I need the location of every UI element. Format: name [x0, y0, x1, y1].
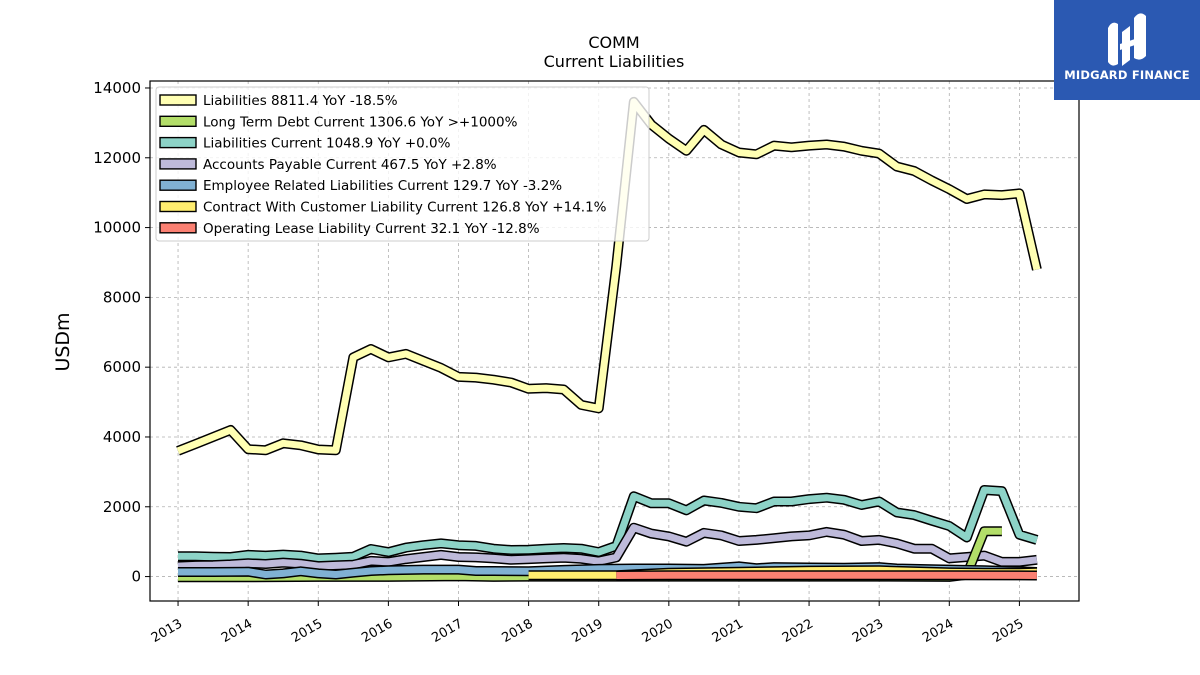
- y-tick-label: 0: [131, 568, 141, 586]
- x-tick-label: 2019: [570, 616, 606, 646]
- grid: [150, 81, 1079, 601]
- x-tick-label: 2020: [640, 616, 676, 646]
- legend-entry: Liabilities 8811.4 YoY -18.5%: [203, 93, 398, 109]
- legend-swatch: [159, 200, 197, 213]
- x-tick-label: 2018: [499, 616, 535, 646]
- y-axis-label: USDm: [52, 312, 74, 371]
- y-tick-label: 4000: [103, 428, 141, 446]
- x-tick-label: 2022: [780, 616, 816, 646]
- x-tick-label: 2016: [359, 616, 395, 646]
- y-axis: 0 2000 4000 6000 8000 10000 12000 14000: [93, 79, 150, 586]
- series-group: [176, 96, 1042, 583]
- x-tick-label: 2021: [710, 616, 746, 646]
- x-tick-label: 2014: [219, 616, 255, 646]
- legend-entry: Long Term Debt Current 1306.6 YoY >+1000…: [203, 114, 518, 130]
- brand-name: MIDGARD FINANCE: [1064, 68, 1190, 82]
- legend: Liabilities 8811.4 YoY -18.5% Long Term D…: [155, 86, 650, 242]
- x-tick-label: 2024: [920, 616, 956, 646]
- legend-swatch: [159, 115, 197, 128]
- legend-box: [155, 86, 650, 242]
- series-stroke: [176, 98, 1041, 455]
- legend-entry: Contract With Customer Liability Current…: [203, 200, 607, 216]
- chart-subtitle: Current Liabilities: [544, 52, 685, 71]
- x-tick-label: 2013: [149, 616, 185, 646]
- legend-swatch: [159, 222, 197, 234]
- legend-entry: Operating Lease Liability Current 32.1 Y…: [203, 221, 540, 237]
- y-tick-label: 12000: [93, 149, 141, 167]
- y-tick-label: 14000: [93, 79, 141, 97]
- y-tick-label: 6000: [103, 358, 141, 376]
- y-tick-label: 2000: [103, 498, 141, 516]
- x-axis: 2013 2014 2015 2016 2017 2018 2019 2020 2021 2022…: [149, 601, 1026, 646]
- legend-swatch: [159, 179, 197, 191]
- chart-title: COMM: [588, 33, 639, 52]
- brand-logo: MIDGARD FINANCE: [1054, 0, 1200, 100]
- plot-frame: [149, 80, 1080, 602]
- y-tick-label: 10000: [93, 219, 141, 237]
- legend-swatch: [159, 94, 197, 106]
- series-line: [177, 522, 1038, 572]
- series-line: [176, 96, 1042, 456]
- series-line: [178, 485, 1039, 564]
- x-tick-label: 2025: [990, 616, 1026, 646]
- legend-entry: Accounts Payable Current 467.5 YoY +2.8%: [203, 157, 497, 173]
- x-tick-label: 2015: [289, 616, 325, 646]
- midgard-logo-icon: [1108, 13, 1146, 66]
- series-stroke: [177, 524, 1038, 570]
- y-tick-label: 8000: [103, 288, 141, 306]
- legend-swatch: [159, 136, 197, 149]
- legend-entry: Employee Related Liabilities Current 129…: [203, 178, 562, 194]
- legend-entry: Liabilities Current 1048.9 YoY +0.0%: [203, 136, 451, 152]
- legend-swatch: [159, 158, 197, 170]
- x-tick-label: 2023: [850, 616, 886, 646]
- series-stroke: [178, 486, 1038, 562]
- x-tick-label: 2017: [429, 616, 465, 646]
